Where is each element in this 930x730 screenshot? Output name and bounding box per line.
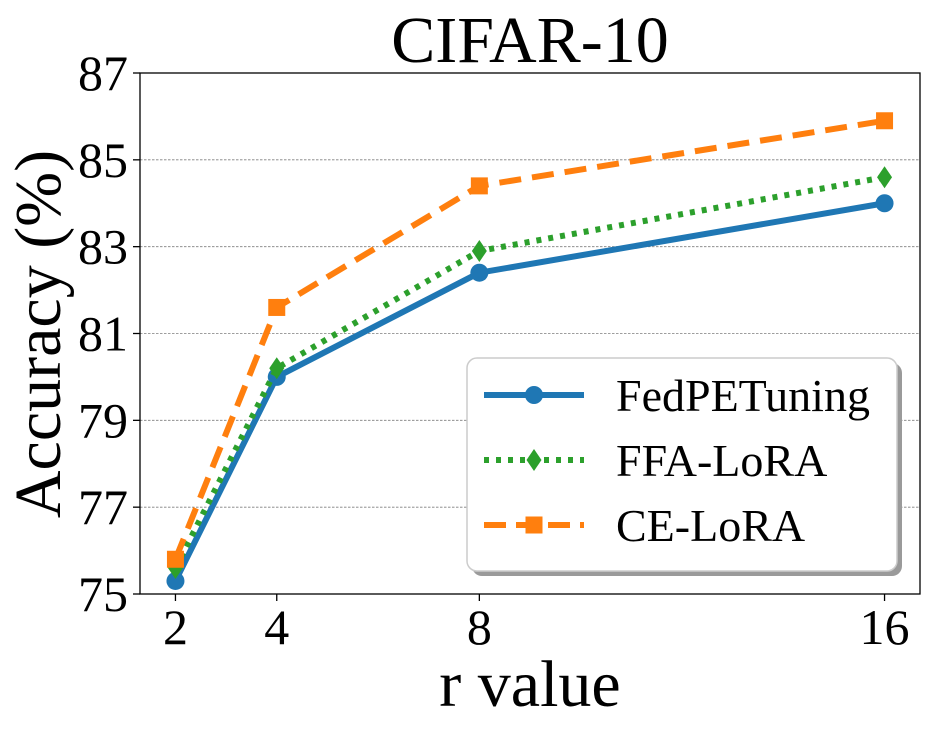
data-point: [166, 571, 185, 590]
y-tick-label: 87: [78, 45, 128, 101]
data-point: [876, 112, 894, 130]
legend-box: [466, 357, 898, 572]
chart-title: CIFAR-10: [391, 4, 668, 77]
series-line: [172, 200, 886, 583]
x-tick-label: 4: [264, 599, 289, 655]
legend-marker: [525, 516, 543, 534]
legend-item: FedPETuning: [484, 370, 870, 421]
series-ce-lora: [166, 112, 894, 568]
data-point: [875, 194, 894, 213]
data-point: [268, 298, 286, 316]
series-line: [172, 117, 886, 561]
data-point: [470, 177, 488, 195]
data-point: [877, 166, 893, 189]
x-tick-label: 16: [860, 599, 910, 655]
y-tick-label: 77: [78, 479, 128, 535]
x-tick-label: 2: [163, 599, 188, 655]
legend-entries: FedPETuning FFA-LoRA CE-LoRA: [484, 370, 870, 551]
y-tick-label: 75: [78, 566, 128, 622]
x-axis-ticks: 2 4 8 16: [163, 594, 910, 655]
data-point: [471, 240, 487, 263]
legend-item: CE-LoRA: [484, 500, 805, 551]
series-line: [172, 174, 886, 570]
legend-label: FFA-LoRA: [616, 435, 827, 486]
legend-marker: [525, 386, 543, 404]
y-axis-label: Accuracy (%): [2, 150, 75, 518]
data-point: [166, 550, 184, 568]
y-tick-label: 83: [78, 219, 128, 275]
legend-label: CE-LoRA: [616, 500, 805, 551]
legend-marker: [526, 449, 542, 471]
legend: FedPETuning FFA-LoRA CE-LoRA: [466, 357, 902, 576]
legend-label: FedPETuning: [616, 370, 870, 421]
y-tick-label: 85: [78, 132, 128, 188]
x-axis-label: r value: [439, 648, 620, 721]
y-axis-ticks: 75 77 79 81 83 85 87: [78, 45, 140, 622]
legend-item: FFA-LoRA: [484, 435, 827, 486]
series-layer: [166, 112, 894, 590]
y-tick-label: 79: [78, 392, 128, 448]
data-point: [470, 263, 489, 282]
series-ffa-lora: [167, 166, 893, 579]
x-tick-label: 8: [467, 599, 492, 655]
y-tick-label: 81: [78, 306, 128, 362]
data-point: [269, 357, 285, 380]
